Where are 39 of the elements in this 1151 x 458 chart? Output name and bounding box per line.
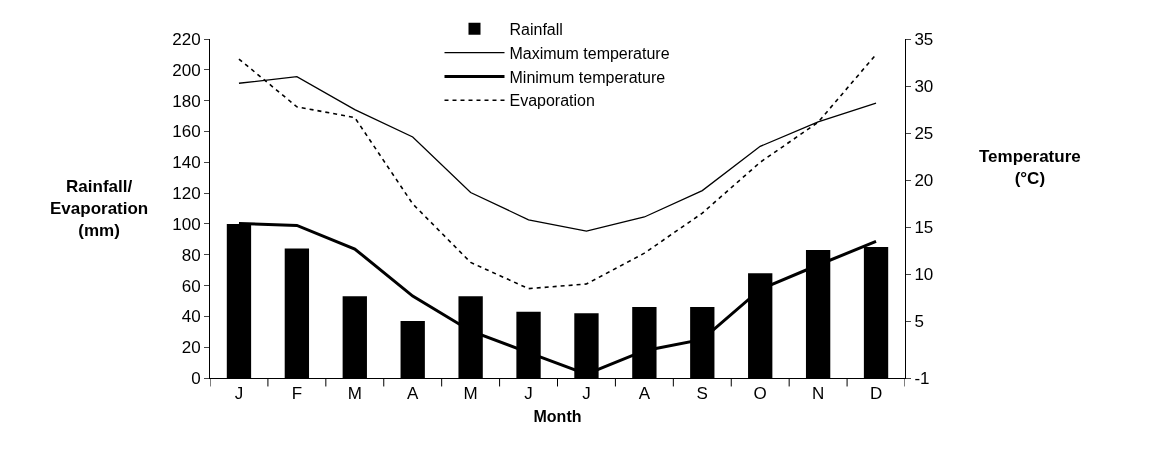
y-tick-label: 200 xyxy=(172,60,201,80)
y-axis-title: Rainfall/ Evaporation (mm) xyxy=(50,177,149,241)
x-tick-label: D xyxy=(869,384,883,404)
x-tick-label: J xyxy=(524,384,533,404)
y2-tick-label: 10 xyxy=(914,265,934,285)
y-tick-label: 140 xyxy=(172,153,201,173)
y2-tick-label: 20 xyxy=(914,171,934,191)
y-tick-label: 80 xyxy=(181,245,201,265)
y-tick-label: 20 xyxy=(181,338,201,358)
x-tick-label: N xyxy=(811,384,825,404)
legend-label: Evaporation xyxy=(509,92,595,110)
y-tick-label: 40 xyxy=(181,307,201,327)
y2-tick-label: 35 xyxy=(914,29,934,49)
x-tick-label: S xyxy=(696,384,708,404)
y-tick-label: 0 xyxy=(191,368,201,388)
x-axis-title: Month xyxy=(533,408,582,426)
x-tick-label: F xyxy=(291,384,303,404)
legend-label: Maximum temperature xyxy=(509,44,670,62)
x-tick-label: M xyxy=(463,384,478,404)
legend-label: Rainfall xyxy=(509,21,563,39)
y2-tick-label: 15 xyxy=(914,218,934,238)
y2-axis-title: Temperature (°C) xyxy=(979,147,1081,189)
x-tick-label: M xyxy=(347,384,362,404)
y2-tick-label: 5 xyxy=(914,312,924,332)
legend-label: Minimum temperature xyxy=(509,68,666,86)
y-tick-label: 60 xyxy=(181,276,201,296)
x-tick-label: J xyxy=(582,384,591,404)
x-tick-label: J xyxy=(234,384,244,404)
y-tick-label: 120 xyxy=(172,184,201,204)
y2-tick-label: -1 xyxy=(914,368,930,388)
y-tick-label: 180 xyxy=(172,91,201,111)
x-tick-label: A xyxy=(638,384,651,404)
x-tick-label: O xyxy=(753,384,767,404)
y2-tick-label: 30 xyxy=(914,77,934,97)
y-tick-label: 160 xyxy=(172,122,201,142)
y-tick-label: 100 xyxy=(172,214,201,234)
x-tick-label: A xyxy=(407,384,420,404)
y-tick-label: 220 xyxy=(172,29,201,49)
y2-tick-label: 25 xyxy=(914,124,934,144)
